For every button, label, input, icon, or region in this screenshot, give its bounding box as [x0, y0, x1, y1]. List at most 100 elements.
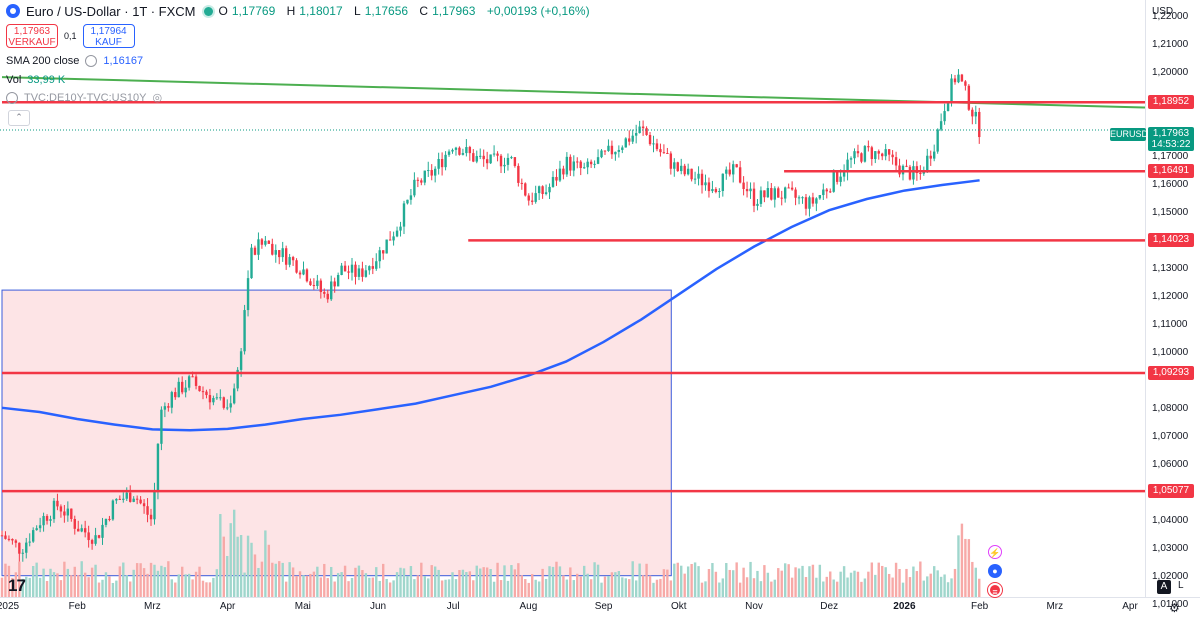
volume-bar [101, 579, 104, 597]
buy-button[interactable]: 1,17964 KAUF [82, 24, 135, 48]
volume-bar [271, 562, 274, 597]
candle-body [669, 153, 673, 169]
volume-bar [971, 561, 974, 597]
volume-bar [194, 571, 198, 597]
candle-body [607, 145, 610, 152]
sma-settings-icon[interactable] [85, 55, 98, 67]
candle-body [284, 248, 288, 265]
volume-bar [534, 579, 537, 597]
volume-bar [766, 572, 770, 597]
economic-event-icon[interactable]: ● [988, 564, 1002, 578]
collapse-legend-button[interactable]: ⌃ [8, 110, 30, 126]
open-label: O [218, 4, 228, 18]
sell-button[interactable]: 1,17963 VERKAUF [6, 24, 58, 48]
volume-bar [80, 561, 83, 597]
candle-body [711, 189, 714, 192]
volume-bar [700, 582, 704, 597]
volume-bar [565, 579, 569, 597]
volume-bar [718, 582, 721, 597]
candle-body [926, 155, 929, 173]
volume-bar [978, 578, 981, 597]
candle-body [80, 528, 83, 532]
candle-body [253, 247, 257, 255]
volume-bar [409, 566, 413, 597]
currency-label[interactable]: USD [1152, 6, 1174, 17]
candle-body [548, 186, 551, 193]
candle-body [641, 126, 645, 129]
level-price-tag[interactable]: 1,09293 [1148, 365, 1194, 380]
candle-body [330, 281, 333, 300]
level-price-tag[interactable]: 1,14023 [1148, 233, 1194, 248]
volume-bar [163, 567, 167, 597]
tradingview-logo-icon[interactable]: 17 [8, 576, 26, 595]
log-scale-button[interactable]: L [1178, 580, 1184, 591]
volume-bar [361, 570, 364, 597]
price-tick-label: 1,12000 [1152, 291, 1189, 303]
candle-body [513, 157, 517, 166]
level-price-tag[interactable]: 1,05077 [1148, 484, 1194, 499]
open-value: 1,17769 [231, 4, 276, 18]
time-tick-label: Jul [446, 601, 460, 612]
volume-bar [576, 573, 579, 597]
candle-body [950, 78, 953, 104]
candle-body [472, 153, 475, 162]
candle-body [236, 369, 239, 389]
flag-event-icon[interactable]: ≡ [988, 583, 1002, 597]
volume-bar [388, 582, 392, 597]
volume-indicator-legend[interactable]: Vol 33,99 K [6, 74, 65, 86]
volume-bar [631, 561, 634, 597]
volume-bar [697, 566, 700, 597]
volume-bar [447, 579, 451, 597]
volume-bar [492, 581, 496, 597]
candle-body [690, 168, 693, 180]
volume-bar [874, 574, 877, 597]
volume-bar [960, 523, 964, 597]
volume-bar [108, 576, 111, 597]
volume-bar [184, 574, 187, 597]
volume-bar [711, 563, 714, 597]
candle-body [461, 153, 465, 155]
volume-bar [763, 565, 766, 597]
candle-body [364, 270, 368, 277]
candle-body [499, 155, 503, 167]
volume-bar [291, 567, 295, 597]
sma-indicator-legend[interactable]: SMA 200 close 1,16167 [6, 55, 143, 67]
candle-body [385, 239, 388, 254]
price-tick-label: 1,15000 [1152, 207, 1189, 218]
gear-icon[interactable]: ⚙ [1169, 601, 1180, 615]
volume-bar [260, 561, 264, 597]
sma-value: 1,16167 [103, 55, 144, 67]
compare-legend[interactable]: TVC:DE10Y-TVC:US10Y ◎ [6, 91, 162, 104]
lightning-event-icon[interactable]: ⚡ [988, 545, 1002, 559]
volume-bar [413, 579, 416, 597]
volume-bar [368, 577, 371, 597]
high-label: H [286, 4, 296, 18]
symbol-logo-icon [6, 4, 20, 18]
volume-bar [943, 574, 946, 597]
eye-hidden-icon[interactable]: ◎ [152, 92, 163, 104]
volume-bar [770, 581, 773, 597]
candle-body [232, 388, 236, 404]
symbol-title[interactable]: Euro / US-Dollar · 1T · FXCM [26, 3, 196, 19]
auto-scale-button[interactable]: A [1157, 580, 1171, 594]
price-tick-label: 1,08000 [1152, 403, 1189, 415]
volume-bar [870, 562, 874, 597]
volume-bar [305, 575, 309, 597]
candle-body [413, 179, 416, 196]
candle-body [697, 173, 700, 179]
candle-body [891, 154, 894, 158]
close-label: C [419, 4, 429, 18]
candle-body [38, 525, 42, 529]
level-price-tag[interactable]: 1,18952 [1148, 95, 1194, 110]
candle-body [111, 500, 115, 520]
candle-body [728, 169, 731, 175]
candle-body [319, 280, 323, 293]
candle-body [905, 165, 908, 167]
volume-bar [226, 555, 229, 597]
candle-body [83, 528, 87, 533]
volume-bar [787, 564, 790, 597]
candle-body [181, 381, 184, 393]
volume-bar [56, 573, 59, 597]
level-price-tag[interactable]: 1,16491 [1148, 164, 1194, 179]
